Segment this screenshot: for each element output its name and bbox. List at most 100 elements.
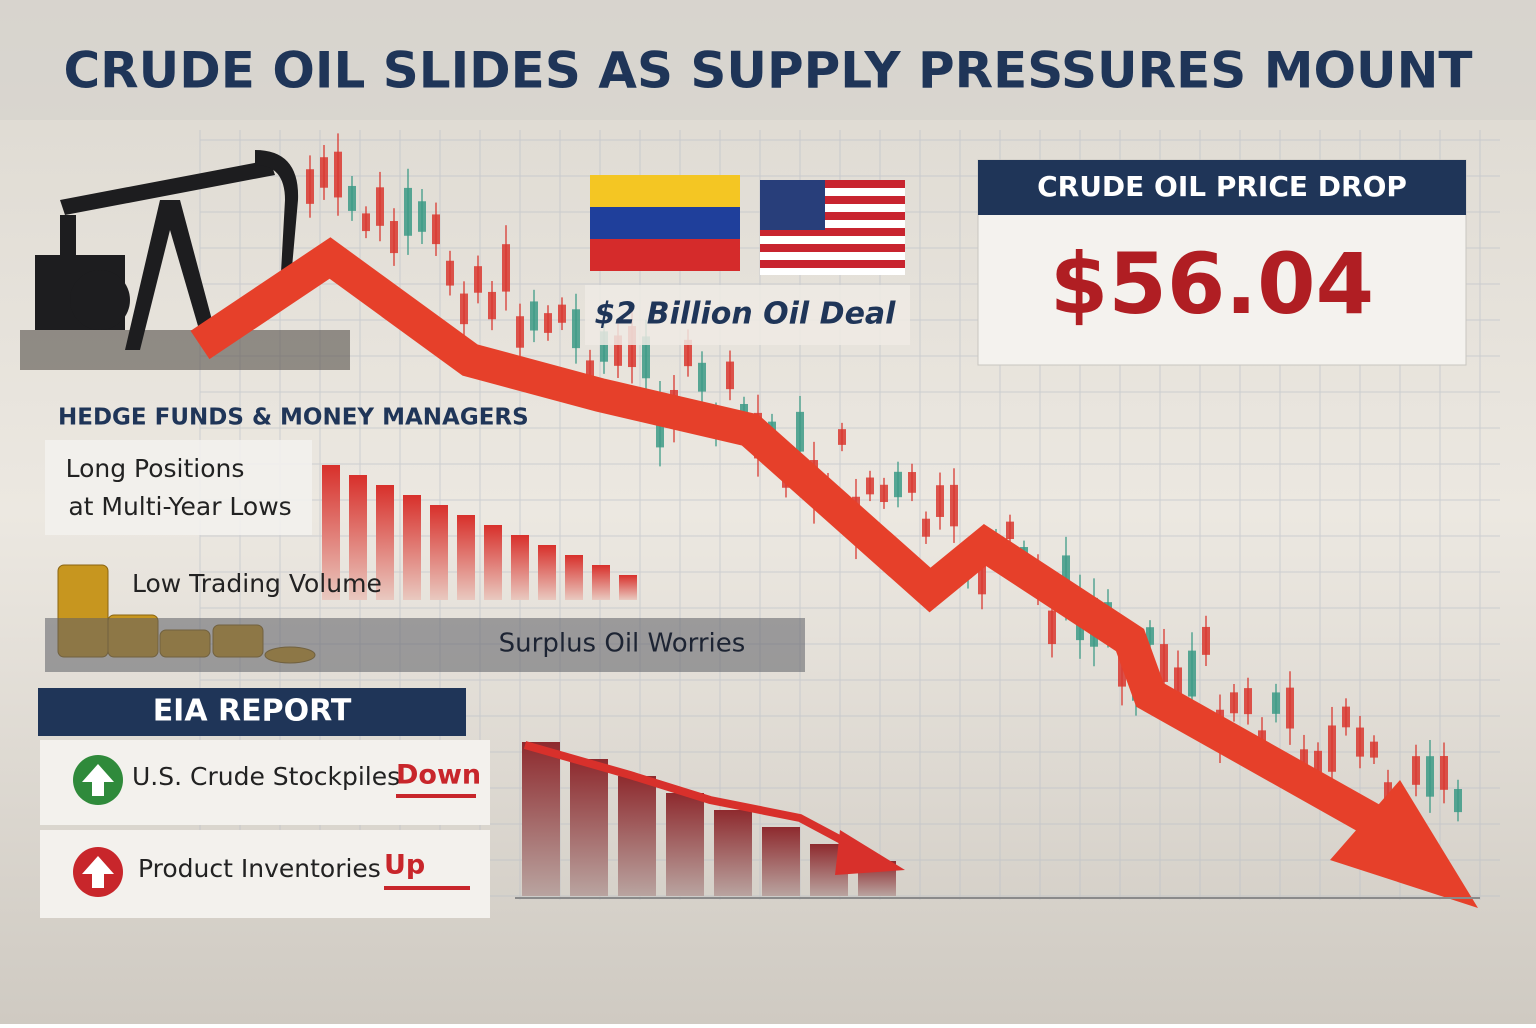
long-position-bar (430, 505, 448, 600)
venezuela-flag (590, 175, 740, 271)
candle-body (460, 293, 468, 325)
long-position-bar (322, 465, 340, 600)
candle-body (1244, 688, 1252, 715)
surplus-label: Surplus Oil Worries (499, 629, 746, 659)
candle-body (1454, 789, 1462, 813)
candle-body (530, 301, 538, 331)
candle-body (432, 214, 440, 245)
candle-body (1188, 650, 1196, 697)
eia-item-text: U.S. Crude Stockpiles (132, 762, 400, 791)
candle-body (1146, 627, 1154, 645)
title-band (0, 0, 1536, 120)
us-flag (760, 180, 905, 275)
candle-body (362, 213, 370, 232)
candle-body (1328, 725, 1336, 772)
candle-body (348, 185, 356, 211)
eia-title: EIA REPORT (153, 694, 352, 729)
volume-label: Low Trading Volume (132, 569, 382, 598)
oil-pump (20, 150, 350, 370)
candle-body (572, 309, 580, 349)
long-position-bar (403, 495, 421, 600)
long-position-bar (349, 475, 367, 600)
surplus-band (45, 618, 805, 672)
long-position-bar (376, 485, 394, 600)
up-icon-arrow (82, 856, 114, 888)
long-position-bar (619, 575, 637, 600)
candle-body (1006, 521, 1014, 540)
candle-body (698, 362, 706, 392)
stockpile-bar (570, 759, 608, 896)
candle-body (908, 472, 916, 493)
candle-body (1412, 756, 1420, 785)
price-box-title: CRUDE OIL PRICE DROP (1037, 170, 1407, 203)
candle-body (376, 187, 384, 226)
candle-body (474, 266, 482, 293)
long-position-bar (511, 535, 529, 600)
candle-body (586, 360, 594, 387)
candle-body (516, 316, 524, 348)
candle-body (1286, 687, 1294, 729)
title: CRUDE OIL SLIDES AS SUPPLY PRESSURES MOU… (63, 42, 1472, 100)
candle-body (320, 157, 328, 188)
candle-body (726, 361, 734, 390)
eia-item-status: Up (384, 850, 425, 881)
eia-item-status: Down (396, 760, 481, 791)
candle-body (1272, 692, 1280, 714)
candle-body (642, 336, 650, 379)
stockpile-arrowhead (835, 830, 905, 875)
stockpile-arrow (523, 741, 862, 854)
eia-header (38, 688, 466, 736)
long-position-bar (538, 545, 556, 600)
stockpile-bar (666, 793, 704, 896)
long-position-bar (592, 565, 610, 600)
candle-body (950, 484, 958, 527)
candle-body (1342, 706, 1350, 728)
candle-body (838, 429, 846, 445)
candle-body (628, 326, 636, 368)
candle-body (1370, 741, 1378, 758)
long-position-bar (565, 555, 583, 600)
candle-body (1160, 644, 1168, 682)
stockpile-bar (522, 742, 560, 896)
candle-body (1356, 727, 1364, 757)
candle-body (446, 260, 454, 286)
stockpile-bar (714, 810, 752, 896)
candle-body (866, 477, 874, 495)
positions-line: at Multi-Year Lows (68, 492, 291, 521)
deal-box (585, 285, 910, 345)
candle-body (544, 313, 552, 333)
candle-body (306, 169, 314, 204)
stockpile-bar (618, 776, 656, 896)
positions-box (45, 440, 312, 535)
hedge-funds-title: HEDGE FUNDS & MONEY MANAGERS (58, 405, 529, 431)
candle-body (922, 518, 930, 537)
long-position-bar (457, 515, 475, 600)
candle-body (390, 221, 398, 254)
deal-label: $2 Billion Oil Deal (595, 297, 897, 332)
candle-body (796, 411, 804, 452)
eia-item-text: Product Inventories (138, 854, 381, 883)
long-position-bars (322, 465, 637, 600)
candle-body (502, 244, 510, 292)
candle-body (418, 201, 426, 232)
up-icon-arrow (82, 764, 114, 796)
price: $56.04 (1050, 235, 1374, 333)
candle-body (1230, 692, 1238, 714)
candle-body (488, 291, 496, 320)
candle-body (404, 187, 412, 236)
price-decline-arrow (190, 237, 1478, 908)
candle-body (936, 485, 944, 517)
candle-body (1314, 750, 1322, 773)
stockpile-bar (762, 827, 800, 896)
candle-body (600, 331, 608, 362)
candle-body (1440, 756, 1448, 790)
candle-body (684, 339, 692, 367)
candle-body (1202, 626, 1210, 655)
candle-body (614, 335, 622, 366)
long-position-bar (484, 525, 502, 600)
price-box-header (978, 160, 1466, 215)
candle-body (1174, 667, 1182, 710)
candle-body (334, 151, 342, 198)
candle-body (558, 304, 566, 323)
